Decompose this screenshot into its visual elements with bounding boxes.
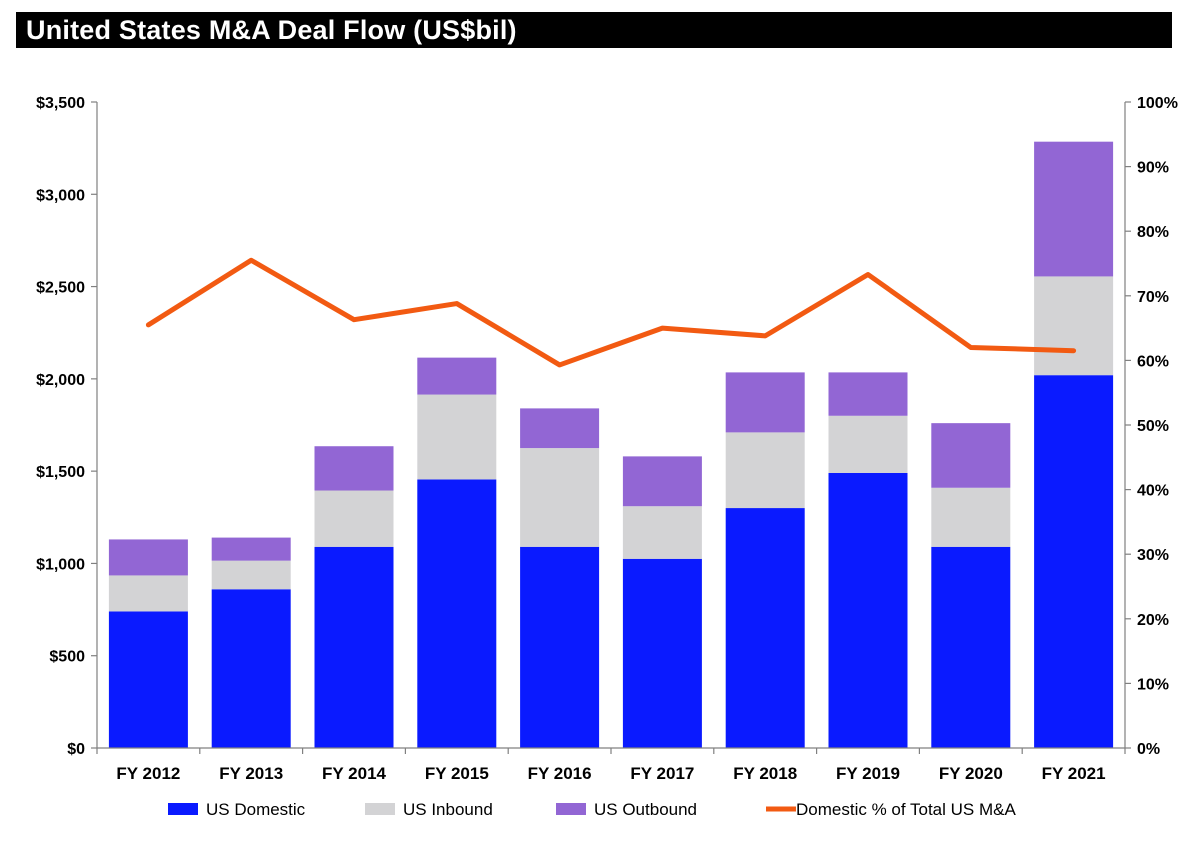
bar-us-inbound-3 [417, 394, 497, 480]
right-tick-label: 70% [1137, 289, 1169, 306]
axes-layer: FY 2012 FY 2013 FY 2014 FY 2015 FY 2016 FY 20… [36, 95, 1178, 783]
bar-us-outbound-5 [622, 456, 702, 507]
x-tick-label: FY 2021 [1042, 764, 1106, 783]
left-tick-label: $500 [49, 649, 85, 666]
left-tick-label: $3,000 [36, 187, 85, 204]
bar-us-outbound-6 [725, 372, 805, 433]
legend-label-us-domestic: US Domestic [206, 800, 306, 819]
right-tick-label: 40% [1137, 483, 1169, 500]
bar-us-domestic-6 [725, 508, 805, 748]
bar-us-outbound-1 [211, 537, 291, 561]
bar-us-domestic-4 [520, 546, 600, 748]
bar-us-domestic-1 [211, 589, 291, 748]
bar-us-inbound-4 [520, 448, 600, 547]
bar-us-outbound-8 [931, 423, 1011, 488]
bar-us-inbound-1 [211, 560, 291, 590]
left-tick-label: $0 [67, 741, 85, 758]
bar-us-outbound-3 [417, 357, 497, 395]
bar-us-domestic-2 [314, 546, 394, 748]
bar-us-domestic-5 [622, 558, 702, 748]
bar-us-domestic-8 [931, 546, 1011, 748]
right-tick-label: 80% [1137, 224, 1169, 241]
x-tick-label: FY 2018 [733, 764, 797, 783]
bar-us-inbound-9 [1034, 276, 1114, 376]
bar-us-inbound-8 [931, 487, 1011, 547]
x-tick-label: FY 2015 [425, 764, 489, 783]
right-tick-label: 10% [1137, 676, 1169, 693]
legend: US Domestic US Inbound US Outbound Domestic… [168, 800, 1016, 819]
legend-label-us-outbound: US Outbound [594, 800, 697, 819]
right-tick-label: 30% [1137, 547, 1169, 564]
bar-us-domestic-3 [417, 479, 497, 748]
bar-us-inbound-6 [725, 432, 805, 509]
bar-us-outbound-9 [1034, 141, 1114, 277]
bar-us-outbound-4 [520, 408, 600, 449]
bar-us-domestic-7 [828, 472, 908, 748]
legend-swatch-us-domestic [168, 803, 198, 815]
right-tick-label: 50% [1137, 418, 1169, 435]
right-tick-label: 0% [1137, 741, 1160, 758]
bar-us-domestic-9 [1034, 375, 1114, 748]
chart-title: United States M&A Deal Flow (US$bil) [16, 12, 1172, 48]
bar-us-inbound-0 [108, 575, 188, 612]
x-tick-label: FY 2017 [630, 764, 694, 783]
right-tick-label: 100% [1137, 95, 1178, 112]
right-tick-label: 20% [1137, 612, 1169, 629]
x-tick-label: FY 2019 [836, 764, 900, 783]
bar-us-outbound-7 [828, 372, 908, 416]
line-domestic-pct [145, 257, 1077, 368]
bar-us-outbound-2 [314, 446, 394, 491]
bar-us-inbound-5 [622, 506, 702, 559]
left-tick-label: $1,500 [36, 464, 85, 481]
line-layer [145, 257, 1077, 368]
right-tick-label: 90% [1137, 160, 1169, 177]
x-tick-label: FY 2016 [528, 764, 592, 783]
left-tick-label: $2,000 [36, 372, 85, 389]
bars-layer [108, 141, 1114, 748]
legend-label-us-inbound: US Inbound [403, 800, 493, 819]
left-tick-label: $3,500 [36, 95, 85, 112]
legend-label-domestic-of-total-us-m-a: Domestic % of Total US M&A [796, 800, 1016, 819]
left-tick-label: $2,500 [36, 280, 85, 297]
x-tick-label: FY 2012 [116, 764, 180, 783]
x-tick-label: FY 2013 [219, 764, 283, 783]
x-tick-label: FY 2020 [939, 764, 1003, 783]
x-tick-label: FY 2014 [322, 764, 387, 783]
bar-us-inbound-2 [314, 490, 394, 547]
bar-us-domestic-0 [108, 611, 188, 748]
right-tick-label: 60% [1137, 353, 1169, 370]
bar-us-inbound-7 [828, 415, 908, 473]
legend-swatch-us-inbound [365, 803, 395, 815]
legend-swatch-us-outbound [556, 803, 586, 815]
bar-us-outbound-0 [108, 539, 188, 576]
left-tick-label: $1,000 [36, 556, 85, 573]
